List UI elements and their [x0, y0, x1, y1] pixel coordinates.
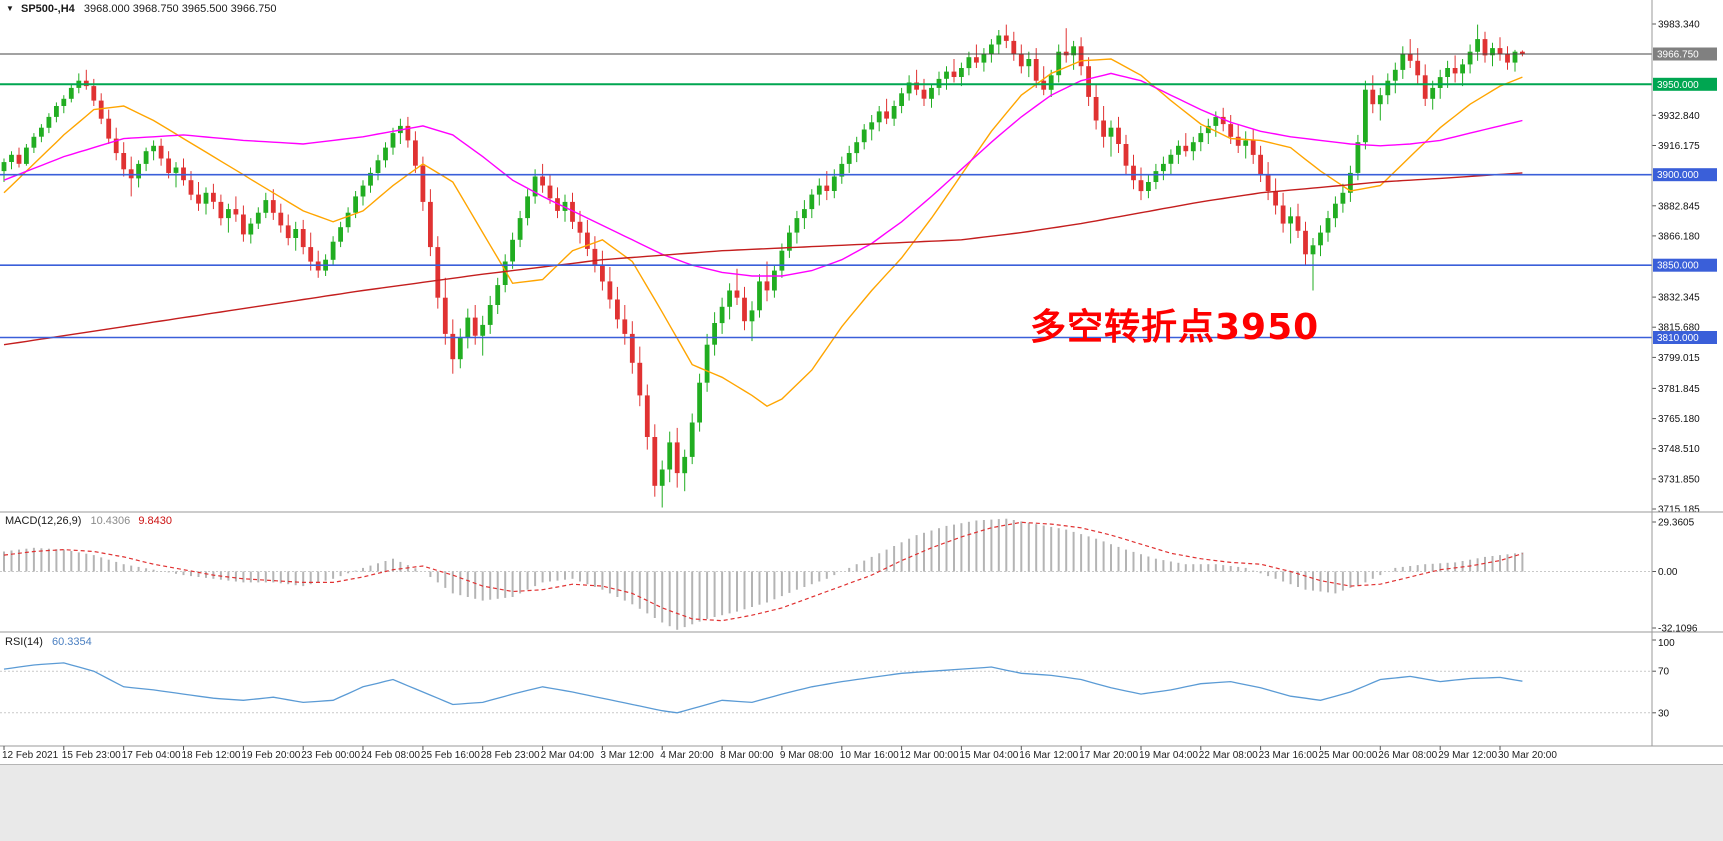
svg-text:3765.180: 3765.180 [1658, 414, 1700, 425]
svg-text:17 Feb 04:00: 17 Feb 04:00 [122, 750, 181, 761]
svg-text:28 Feb 23:00: 28 Feb 23:00 [481, 750, 540, 761]
current-price-box [1653, 47, 1717, 61]
svg-text:3866.180: 3866.180 [1658, 231, 1700, 242]
svg-text:3916.175: 3916.175 [1658, 141, 1700, 152]
svg-text:3932.840: 3932.840 [1658, 111, 1700, 122]
svg-text:3983.340: 3983.340 [1658, 20, 1700, 31]
svg-text:4 Mar 20:00: 4 Mar 20:00 [660, 750, 714, 761]
svg-text:0.00: 0.00 [1658, 567, 1678, 578]
svg-text:25 Mar 00:00: 25 Mar 00:00 [1319, 750, 1378, 761]
svg-text:3815.680: 3815.680 [1658, 323, 1700, 334]
svg-text:3882.845: 3882.845 [1658, 201, 1700, 212]
svg-text:8 Mar 00:00: 8 Mar 00:00 [720, 750, 774, 761]
candles [1, 24, 1525, 508]
hline-price-box [1653, 331, 1717, 344]
svg-text:9 Mar 08:00: 9 Mar 08:00 [780, 750, 834, 761]
svg-text:3950.000: 3950.000 [1657, 80, 1699, 91]
svg-text:3850.000: 3850.000 [1657, 261, 1699, 272]
svg-text:29.3605: 29.3605 [1658, 518, 1695, 529]
svg-text:23 Feb 00:00: 23 Feb 00:00 [301, 750, 360, 761]
ma-mid-magenta [3, 72, 1523, 277]
svg-text:3799.015: 3799.015 [1658, 353, 1700, 364]
svg-text:70: 70 [1658, 667, 1670, 678]
svg-text:3748.510: 3748.510 [1658, 444, 1700, 455]
svg-text:24 Feb 08:00: 24 Feb 08:00 [361, 750, 420, 761]
svg-text:30: 30 [1658, 708, 1670, 719]
ma-fast-orange [3, 58, 1523, 408]
svg-text:10 Mar 16:00: 10 Mar 16:00 [840, 750, 899, 761]
svg-text:23 Mar 16:00: 23 Mar 16:00 [1259, 750, 1318, 761]
svg-text:3832.345: 3832.345 [1658, 293, 1700, 304]
svg-text:3731.850: 3731.850 [1658, 474, 1700, 485]
svg-text:2 Mar 04:00: 2 Mar 04:00 [541, 750, 595, 761]
svg-text:19 Mar 04:00: 19 Mar 04:00 [1139, 750, 1198, 761]
svg-text:29 Mar 12:00: 29 Mar 12:00 [1438, 750, 1497, 761]
ma-slow-red [3, 172, 1523, 346]
svg-text:-32.1096: -32.1096 [1658, 624, 1698, 635]
svg-text:3781.845: 3781.845 [1658, 384, 1700, 395]
svg-text:18 Feb 12:00: 18 Feb 12:00 [182, 750, 241, 761]
price-axis: 3983.340 3932.840 3916.175 3882.845 3866.180… [1652, 20, 1700, 516]
time-axis: 12 Feb 2021 15 Feb 23:00 17 Feb 04:00 18 Fe… [2, 746, 1557, 761]
svg-text:3810.000: 3810.000 [1657, 333, 1699, 344]
svg-text:22 Mar 08:00: 22 Mar 08:00 [1199, 750, 1258, 761]
macd-signal-line [3, 521, 1523, 622]
svg-text:15 Mar 04:00: 15 Mar 04:00 [959, 750, 1018, 761]
svg-text:19 Feb 20:00: 19 Feb 20:00 [241, 750, 300, 761]
chart-canvas[interactable]: 3950.000 3900.000 3850.000 3810.000 3966.750… [0, 0, 1723, 764]
macd-histogram [3, 518, 1524, 630]
svg-text:100: 100 [1658, 638, 1675, 649]
svg-text:16 Mar 12:00: 16 Mar 12:00 [1019, 750, 1078, 761]
svg-text:15 Feb 23:00: 15 Feb 23:00 [62, 750, 121, 761]
chart-svg: 3950.000 3900.000 3850.000 3810.000 3966.750… [0, 0, 1723, 761]
hline-price-box [1653, 258, 1717, 272]
hline-price-box [1653, 77, 1717, 91]
svg-text:25 Feb 16:00: 25 Feb 16:00 [421, 750, 480, 761]
svg-text:3 Mar 12:00: 3 Mar 12:00 [600, 750, 654, 761]
svg-text:3966.750: 3966.750 [1657, 50, 1699, 61]
svg-text:17 Mar 20:00: 17 Mar 20:00 [1079, 750, 1138, 761]
svg-text:3900.000: 3900.000 [1657, 170, 1699, 181]
svg-text:12 Mar 00:00: 12 Mar 00:00 [900, 750, 959, 761]
svg-text:26 Mar 08:00: 26 Mar 08:00 [1378, 750, 1437, 761]
rsi-line [3, 662, 1523, 714]
svg-text:30 Mar 20:00: 30 Mar 20:00 [1498, 750, 1557, 761]
svg-text:3715.185: 3715.185 [1658, 505, 1700, 516]
hline-price-box [1653, 168, 1717, 182]
bottom-strip [0, 764, 1723, 841]
svg-text:12 Feb 2021: 12 Feb 2021 [2, 750, 59, 761]
